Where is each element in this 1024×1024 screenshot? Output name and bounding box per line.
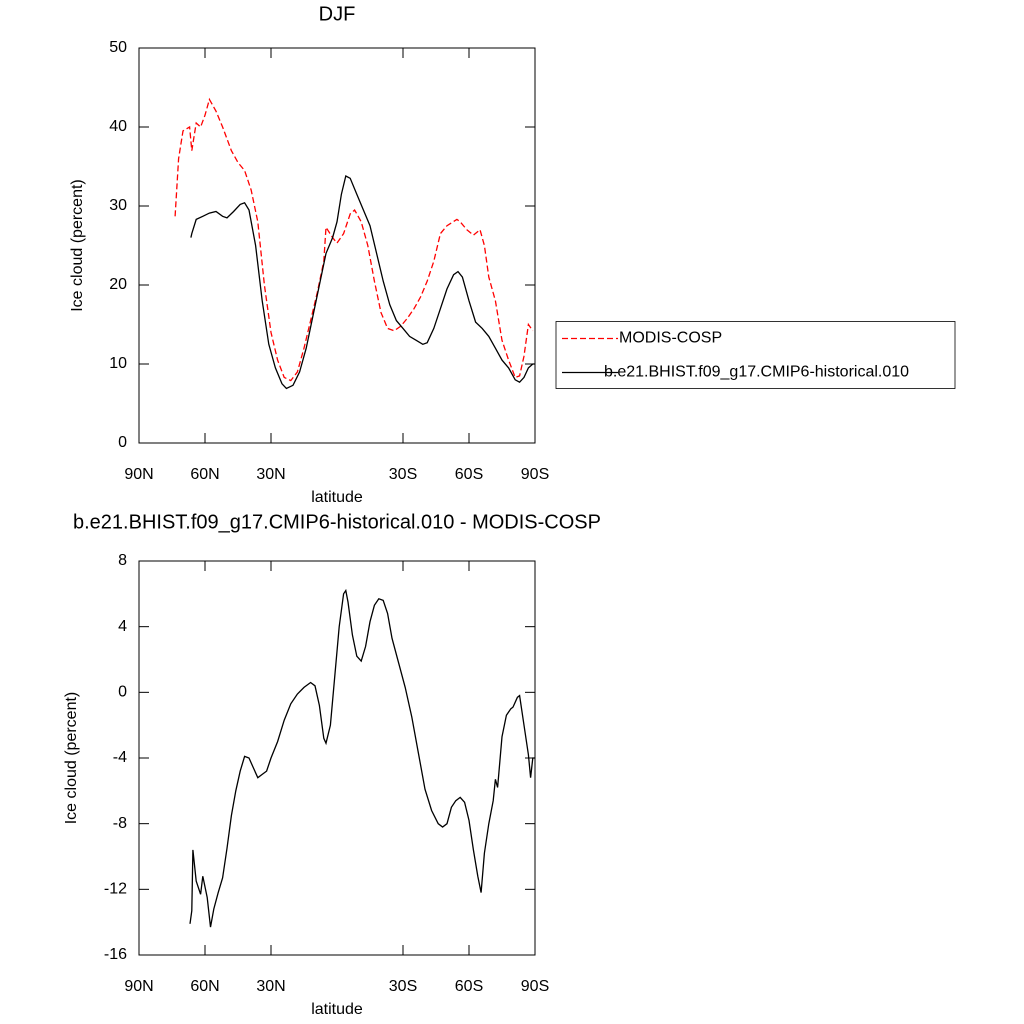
legend-label: b.e21.BHIST.f09_g17.CMIP6-historical.010 xyxy=(604,364,909,381)
y-tick-label: -8 xyxy=(113,815,127,832)
x-tick-label: 60S xyxy=(455,978,483,995)
x-axis-label: latitude xyxy=(311,1001,363,1018)
y-tick-label: 20 xyxy=(109,276,127,293)
y-tick-label: 0 xyxy=(118,684,127,701)
y-tick-label: 50 xyxy=(109,39,127,56)
data-line xyxy=(189,588,535,928)
x-tick-label: 60N xyxy=(190,466,219,483)
y-tick-label: 8 xyxy=(118,552,127,569)
y-tick-label: 30 xyxy=(109,197,127,214)
x-tick-label: 30S xyxy=(389,978,417,995)
y-tick-label: 40 xyxy=(109,118,127,135)
plot-frame xyxy=(138,560,536,956)
x-tick-label: 60N xyxy=(190,978,219,995)
y-tick-label: -16 xyxy=(104,946,127,963)
x-axis-label: latitude xyxy=(311,489,363,506)
y-tick-label: 0 xyxy=(118,434,127,451)
y-tick-label: -4 xyxy=(113,749,127,766)
plot-frame xyxy=(138,47,536,444)
x-tick-label: 90S xyxy=(521,466,549,483)
y-tick-label: 4 xyxy=(118,618,127,635)
legend-label: MODIS-COSP xyxy=(619,330,722,347)
x-tick-label: 30N xyxy=(256,978,285,995)
y-tick-label: 10 xyxy=(109,355,127,372)
x-tick-label: 30N xyxy=(256,466,285,483)
legend-box xyxy=(555,321,956,389)
x-tick-label: 90N xyxy=(124,978,153,995)
x-tick-label: 90S xyxy=(521,978,549,995)
y-axis-label: Ice cloud (percent) xyxy=(63,692,80,825)
chart-title: DJF xyxy=(319,3,356,25)
data-line xyxy=(174,97,534,382)
y-tick-label: -12 xyxy=(104,881,127,898)
chart-title: b.e21.BHIST.f09_g17.CMIP6-historical.010… xyxy=(73,511,601,533)
x-tick-label: 90N xyxy=(124,466,153,483)
data-line xyxy=(190,175,535,390)
y-axis-label: Ice cloud (percent) xyxy=(69,179,86,312)
x-tick-label: 60S xyxy=(455,466,483,483)
x-tick-label: 30S xyxy=(389,466,417,483)
